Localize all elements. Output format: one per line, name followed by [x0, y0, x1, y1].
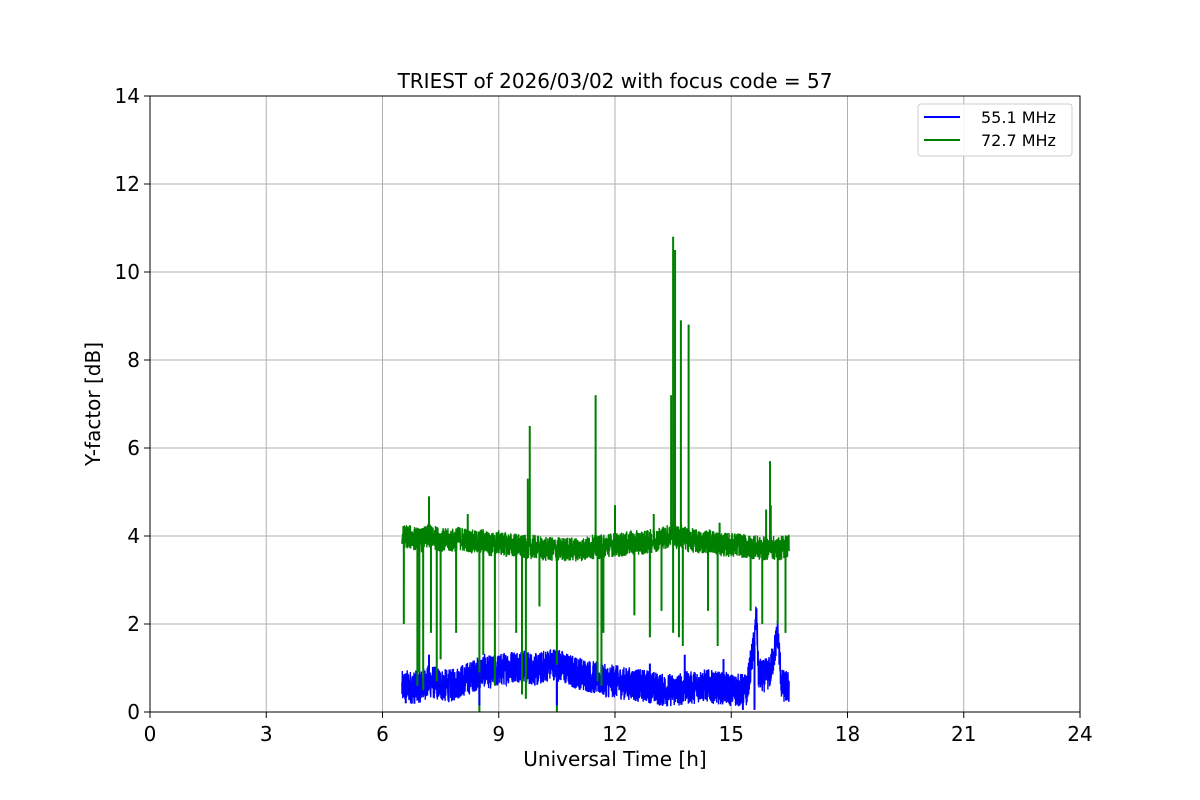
x-tick-label: 3: [260, 722, 273, 746]
y-tick-label: 8: [127, 348, 140, 372]
y-tick-label: 14: [115, 84, 140, 108]
chart-title: TRIEST of 2026/03/02 with focus code = 5…: [397, 69, 833, 93]
x-tick-label: 15: [719, 722, 744, 746]
y-tick-label: 4: [127, 524, 140, 548]
legend-label-55: 55.1 MHz: [981, 108, 1056, 127]
legend: 55.1 MHz 72.7 MHz: [917, 103, 1073, 157]
x-tick-label: 24: [1067, 722, 1092, 746]
x-tick-label: 0: [144, 722, 157, 746]
x-tick-label: 21: [951, 722, 976, 746]
y-tick-label: 6: [127, 436, 140, 460]
series-layer: [401, 236, 790, 713]
legend-label-72: 72.7 MHz: [981, 131, 1056, 150]
x-tick-label: 9: [492, 722, 505, 746]
x-tick-label: 18: [835, 722, 860, 746]
y-axis-label: Y-factor [dB]: [81, 342, 105, 467]
y-tick-label: 2: [127, 612, 140, 636]
series-line-55-1-mhz: [401, 606, 790, 710]
x-axis-label: Universal Time [h]: [523, 747, 706, 771]
x-tick-label: 6: [376, 722, 389, 746]
y-tick-label: 10: [115, 260, 140, 284]
y-tick-label: 0: [127, 700, 140, 724]
x-tick-label: 12: [602, 722, 627, 746]
y-tick-label: 12: [115, 172, 140, 196]
